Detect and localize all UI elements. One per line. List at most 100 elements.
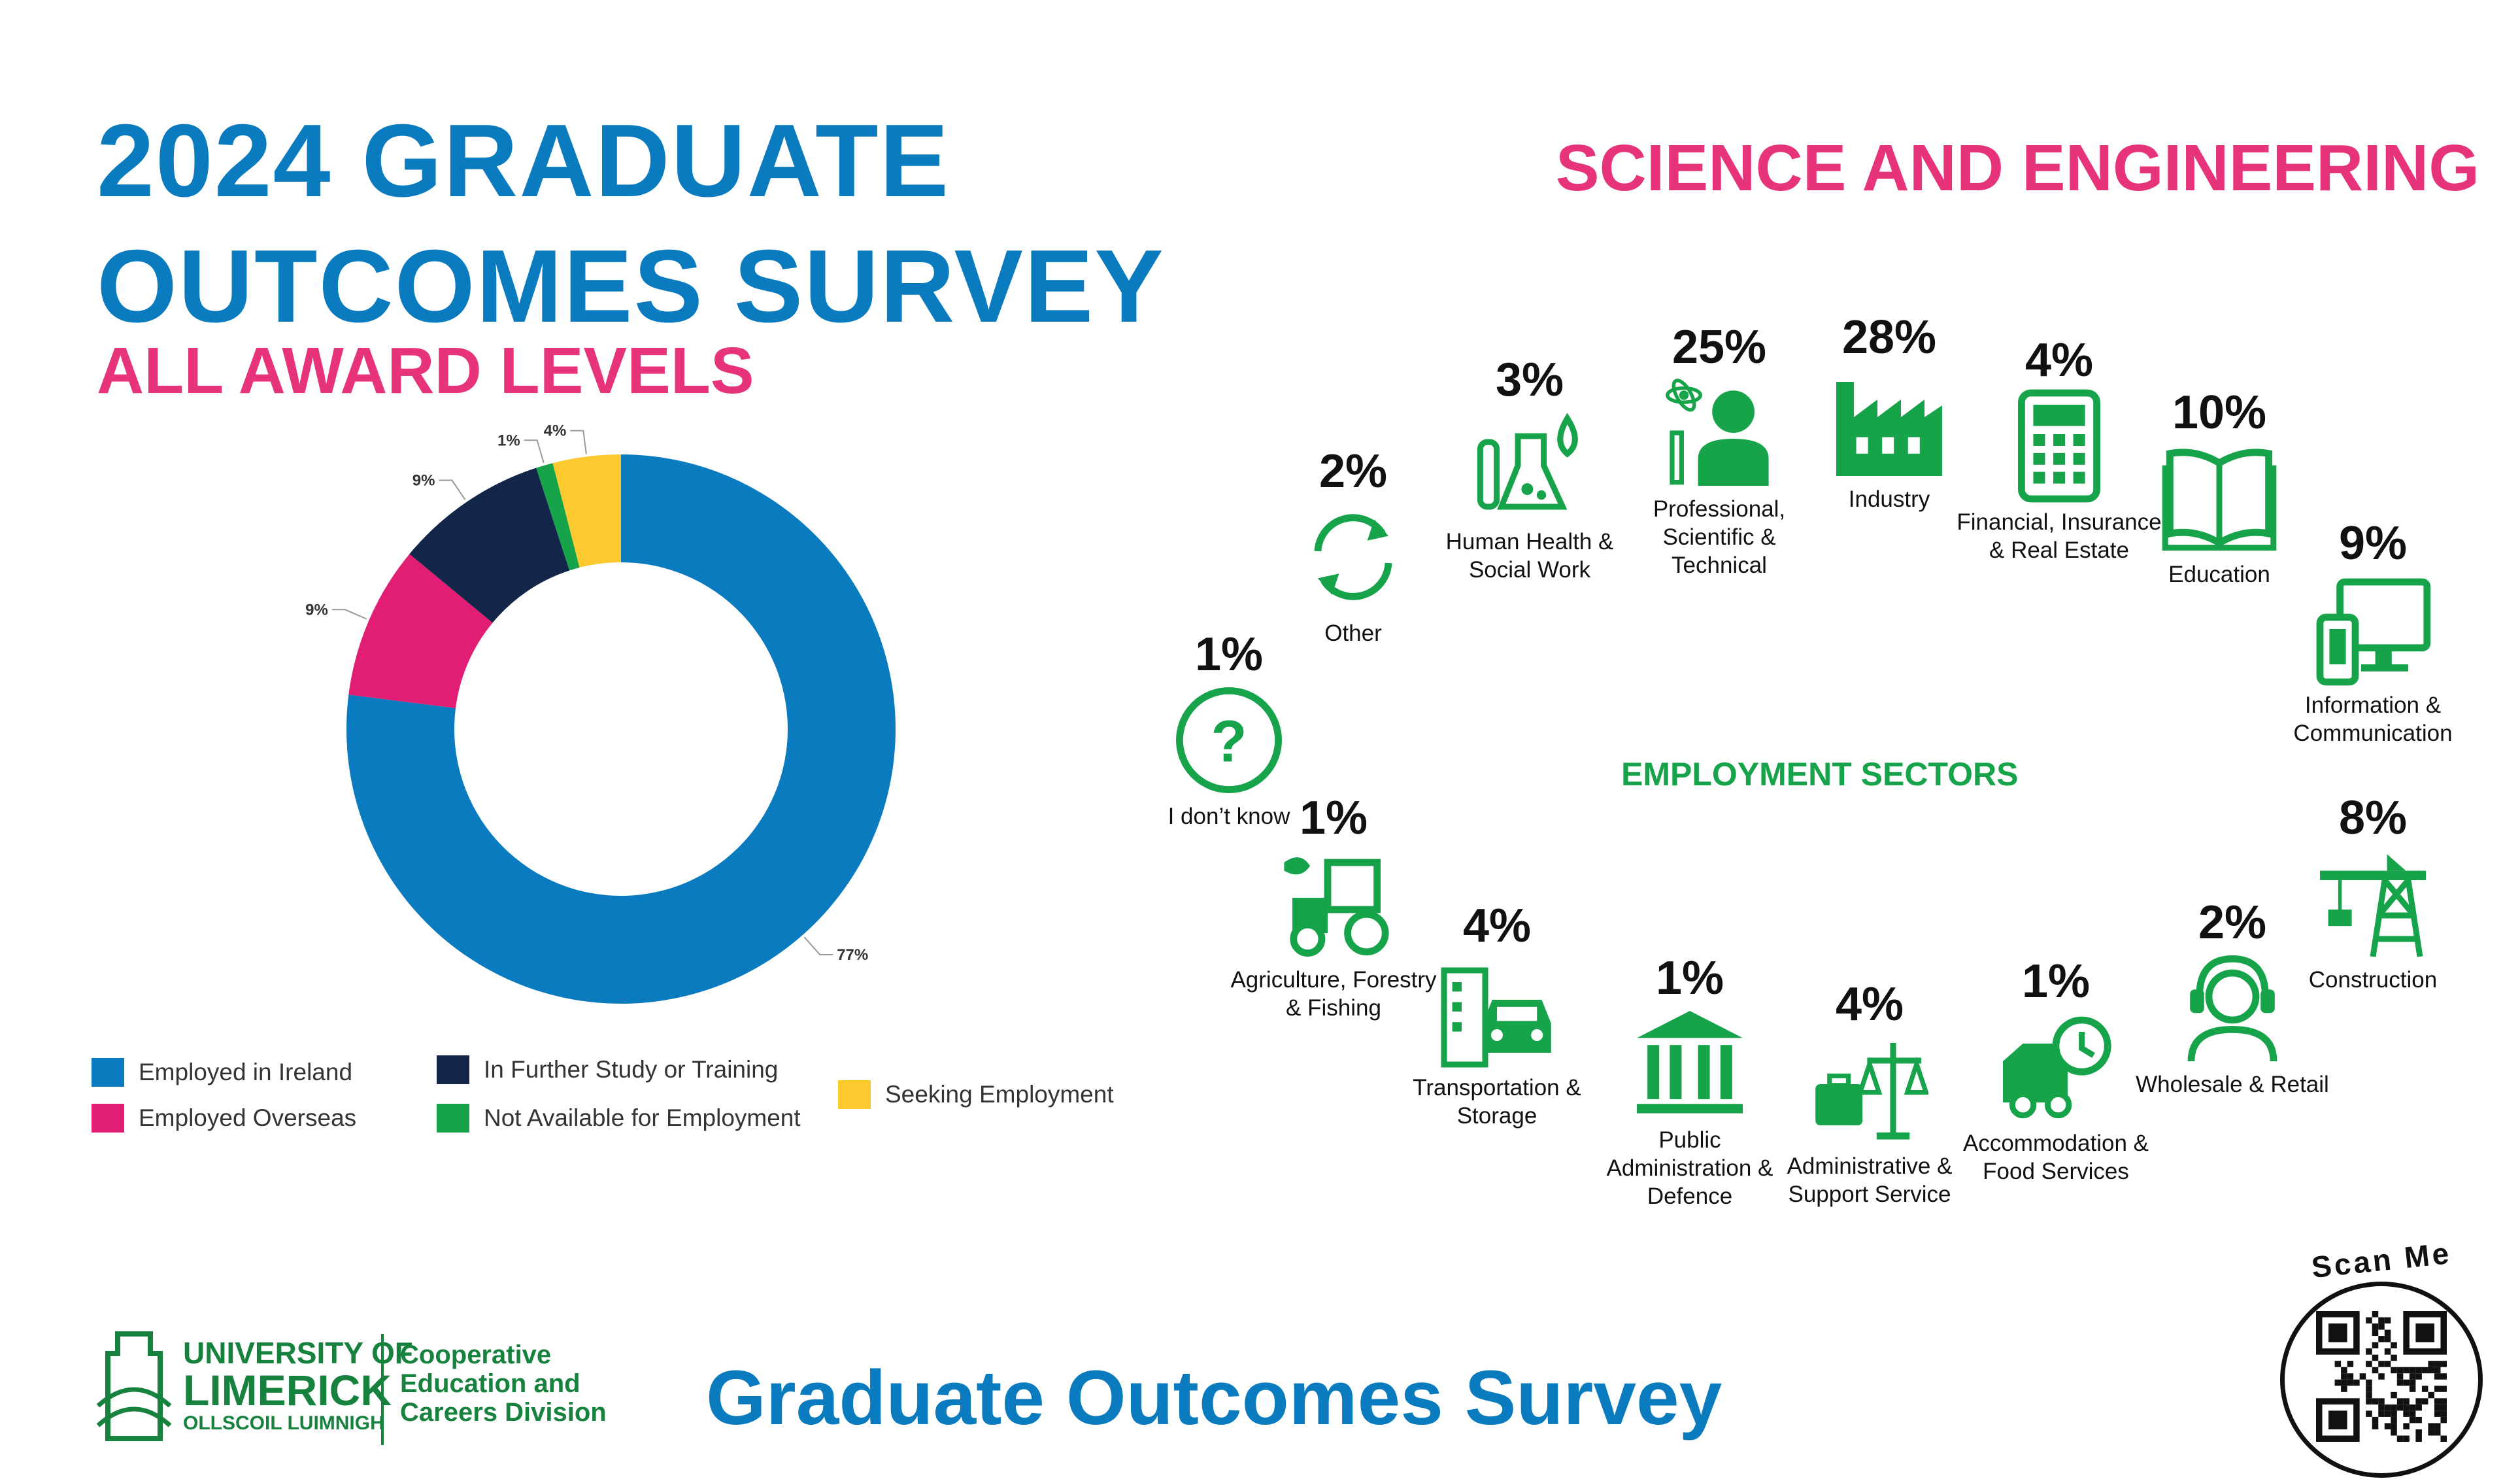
- legend-swatch: [92, 1058, 124, 1087]
- page-title: 2024 GRADUATE OUTCOMES SURVEY: [97, 98, 1165, 349]
- sector-financial: 4% Financial, Insurance & Real Estate: [1955, 333, 2164, 564]
- sector-label: Agriculture, Forestry & Fishing: [1230, 967, 1437, 1021]
- sector-pct: 3%: [1495, 354, 1564, 406]
- sector-pct: 2%: [2198, 896, 2267, 949]
- sector-administrative: 4% Administrative & Support Service: [1765, 978, 1974, 1208]
- sector-pct: 28%: [1841, 311, 1937, 364]
- sector-label: Education: [2168, 562, 2270, 587]
- sector-education: 10% Education: [2115, 386, 2324, 588]
- sector-construction: 8% Construction: [2268, 791, 2478, 994]
- division-line-3: Careers Division: [400, 1398, 607, 1427]
- factory-icon: [1836, 382, 1942, 476]
- data-label-leader: [570, 430, 587, 454]
- sector-accommodation: 1% Accommodation & Food Services: [1951, 955, 2160, 1185]
- sector-label: Public Administration & Defence: [1606, 1127, 1773, 1209]
- survey-title: Graduate Outcomes Survey: [706, 1355, 1722, 1441]
- sector-pct: 1%: [1655, 952, 1724, 1004]
- question-icon: ?: [1176, 687, 1282, 793]
- division-name: Cooperative Education and Careers Divisi…: [400, 1340, 607, 1427]
- ul-line-1: UNIVERSITY OF: [183, 1336, 413, 1370]
- data-label-leader: [439, 479, 466, 500]
- slice-not-available: [536, 463, 580, 571]
- legend-label: In Further Study or Training: [484, 1056, 779, 1083]
- data-label: 9%: [412, 472, 435, 490]
- sector-pct: 8%: [2338, 792, 2408, 844]
- ul-line-3: OLLSCOIL LUIMNIGH: [183, 1412, 384, 1434]
- sector-pct: 2%: [1319, 445, 1388, 498]
- sector-label: Transportation & Storage: [1413, 1075, 1581, 1129]
- legend-swatch: [437, 1055, 469, 1084]
- data-label-leader: [524, 439, 545, 464]
- sector-label: Administrative & Support Service: [1787, 1153, 1953, 1207]
- slice-further-study: [409, 468, 570, 623]
- sector-transportation: 4% Transportation & Storage: [1392, 899, 1602, 1130]
- scientist-icon: [1666, 379, 1769, 486]
- sector-label: Human Health & Social Work: [1445, 529, 1614, 583]
- slice-employed-overseas: [348, 554, 493, 709]
- sector-pct: 4%: [1835, 978, 1904, 1031]
- title-line-2: OUTCOMES SURVEY: [97, 229, 1165, 344]
- legend-swatch: [437, 1104, 469, 1133]
- legend-item-further-study: In Further Study or Training: [437, 1055, 778, 1084]
- ul-crest-icon: [96, 1331, 172, 1441]
- sector-public-admin: 1% Public Administration & Defence: [1585, 951, 1794, 1210]
- refresh-icon: [1314, 514, 1392, 600]
- sector-agriculture: 1% Agriculture, Forestry & Fishing: [1229, 791, 1438, 1022]
- sector-label: I don’t know: [1168, 804, 1290, 829]
- sector-pct: 10%: [2172, 386, 2267, 439]
- outcomes-donut-chart: 77% 9% 9% 1% 4%: [305, 425, 896, 1004]
- sector-pct: 1%: [2021, 955, 2091, 1008]
- chart-legend: Employed in Ireland Employed Overseas In…: [92, 1055, 1203, 1163]
- sector-human-health: 3% Human Health & Social Work: [1425, 353, 1634, 584]
- division-line-1: Cooperative: [400, 1340, 552, 1369]
- sector-label: Information & Communication: [2293, 692, 2453, 746]
- data-label: 4%: [544, 425, 567, 440]
- sector-other: 2% Other: [1255, 445, 1451, 647]
- page-subtitle: ALL AWARD LEVELS: [97, 334, 754, 407]
- devices-icon: [2316, 578, 2431, 686]
- sector-dont-know: 1% ? I don’t know: [1131, 628, 1327, 830]
- legend-item-employed-overseas: Employed Overseas: [92, 1104, 356, 1133]
- car-building-icon: [1441, 967, 1551, 1068]
- sector-label: Other: [1324, 621, 1382, 646]
- delivery-truck-icon: [2003, 1016, 2111, 1119]
- tractor-icon: [1284, 857, 1389, 957]
- data-label: 1%: [497, 432, 520, 449]
- sector-label: Accommodation & Food Services: [1962, 1131, 2149, 1184]
- government-building-icon: [1637, 1011, 1743, 1114]
- slice-employed-ireland: [346, 454, 896, 1004]
- sector-professional: 25% Professional, Scientific & Technical: [1615, 320, 1824, 579]
- data-label: 77%: [837, 946, 868, 964]
- sector-label: Industry: [1848, 486, 1930, 512]
- sector-label: Construction: [2308, 967, 2438, 993]
- calculator-icon: [2018, 389, 2100, 503]
- division-line-2: Education and: [400, 1369, 580, 1398]
- faculty-heading: SCIENCE AND ENGINEERING: [1555, 131, 2479, 205]
- legend-item-employed-ireland: Employed in Ireland: [92, 1058, 352, 1087]
- qr-code-icon[interactable]: [2316, 1311, 2447, 1442]
- qr-code-block[interactable]: Scan Me: [2274, 1236, 2489, 1478]
- sector-pct: 9%: [2338, 517, 2408, 570]
- legend-label: Not Available for Employment: [484, 1104, 801, 1131]
- sector-pct: 1%: [1194, 628, 1264, 681]
- legend-item-seeking: Seeking Employment: [838, 1080, 1114, 1109]
- data-label: 9%: [305, 601, 328, 619]
- sector-pct: 4%: [2024, 334, 2094, 386]
- title-line-1: 2024 GRADUATE: [97, 103, 950, 218]
- logo-divider: [381, 1334, 384, 1445]
- scales-icon: [1815, 1043, 1930, 1140]
- ul-line-2: LIMERICK: [183, 1366, 392, 1414]
- qr-circle: [2280, 1282, 2483, 1478]
- employment-sectors-title: EMPLOYMENT SECTORS: [1621, 756, 2019, 793]
- sector-label: Professional, Scientific & Technical: [1653, 496, 1786, 578]
- legend-label: Seeking Employment: [885, 1081, 1114, 1108]
- legend-swatch: [838, 1080, 871, 1109]
- crane-icon: [2320, 854, 2426, 957]
- book-icon: [2162, 449, 2277, 551]
- sector-label: Wholesale & Retail: [2136, 1072, 2329, 1097]
- ul-logo: UNIVERSITY OF LIMERICK OLLSCOIL LUIMNIGH: [183, 1337, 413, 1435]
- legend-label: Employed Overseas: [139, 1104, 357, 1131]
- flask-icon: [1477, 413, 1578, 510]
- sector-pct: 1%: [1299, 792, 1368, 844]
- data-label-leader: [803, 936, 833, 956]
